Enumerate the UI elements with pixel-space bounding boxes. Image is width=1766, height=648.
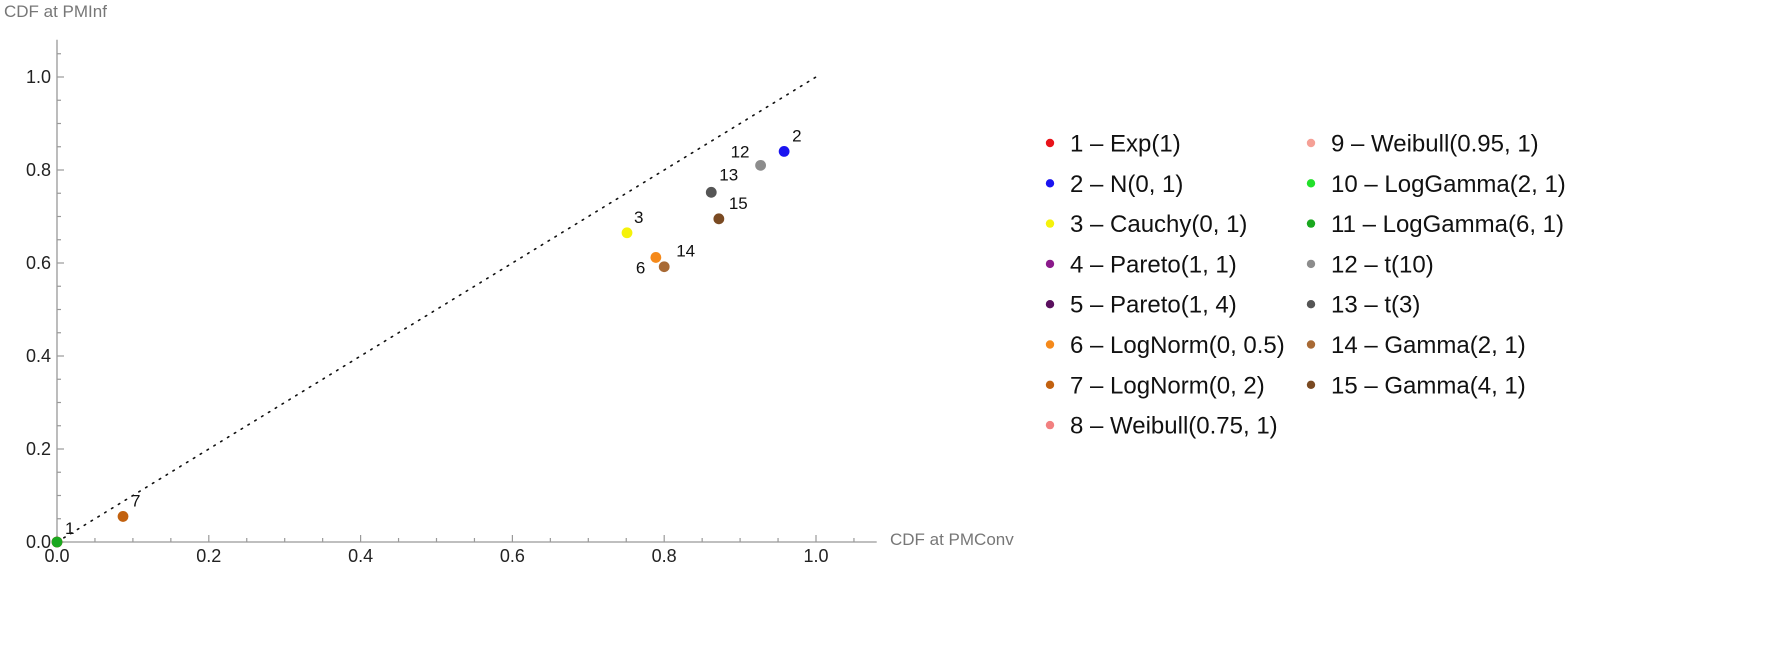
legend-marker-6 <box>1045 340 1055 349</box>
legend-entry-10: 10 – LogGamma(2, 1) <box>1331 171 1566 198</box>
data-point-3 <box>621 227 633 239</box>
legend-marker-10 <box>1306 179 1316 188</box>
point-label-13: 13 <box>719 165 738 184</box>
y-tick-label: 0.8 <box>26 160 51 180</box>
legend-entry-6: 6 – LogNorm(0, 0.5) <box>1070 332 1285 359</box>
legend-entry-13: 13 – t(3) <box>1331 292 1420 319</box>
y-axis-label: CDF at PMInf <box>4 2 107 21</box>
y-ticks: 0.0 0.2 0.4 0.6 0.8 1.0 <box>26 53 64 552</box>
y-tick-label: 0.6 <box>26 253 51 273</box>
legend-marker-7 <box>1045 380 1055 389</box>
legend-marker-2 <box>1045 179 1055 188</box>
x-tick-label: 0.2 <box>196 546 221 566</box>
x-tick-label: 0.0 <box>44 546 69 566</box>
legend-entry-5: 5 – Pareto(1, 4) <box>1070 292 1237 319</box>
legend-entry-12: 12 – t(10) <box>1331 251 1434 278</box>
legend-marker-9 <box>1306 138 1316 148</box>
point-label-1: 1 <box>65 519 74 538</box>
legend-entry-1: 1 – Exp(1) <box>1070 131 1181 158</box>
legend-entry-8: 8 – Weibull(0.75, 1) <box>1070 413 1278 440</box>
legend-marker-1 <box>1045 138 1055 148</box>
legend-marker-12 <box>1306 259 1316 269</box>
data-point-13 <box>705 186 717 198</box>
legend-marker-8 <box>1045 420 1055 430</box>
legend: 1 – Exp(1) 2 – N(0, 1) 3 – Cauchy(0, 1) 4 –… <box>1045 131 1566 440</box>
legend-entry-3: 3 – Cauchy(0, 1) <box>1070 211 1247 238</box>
data-point-6 <box>650 252 662 263</box>
data-point-7 <box>117 511 129 522</box>
x-axis-label: CDF at PMConv <box>890 530 1014 549</box>
data-point-2 <box>778 146 790 157</box>
legend-marker-14 <box>1306 340 1316 349</box>
legend-entry-11: 11 – LogGamma(6, 1) <box>1331 211 1564 238</box>
legend-entry-7: 7 – LogNorm(0, 2) <box>1070 372 1265 399</box>
legend-entry-14: 14 – Gamma(2, 1) <box>1331 332 1526 359</box>
legend-entry-4: 4 – Pareto(1, 1) <box>1070 251 1237 278</box>
data-point-14 <box>658 261 670 273</box>
y-tick-label: 0.4 <box>26 346 51 366</box>
x-tick-label: 1.0 <box>803 546 828 566</box>
x-tick-label: 0.6 <box>500 546 525 566</box>
legend-entry-9: 9 – Weibull(0.95, 1) <box>1331 131 1539 158</box>
data-point-11 <box>51 536 63 548</box>
point-label-7: 7 <box>131 491 140 510</box>
point-label-2: 2 <box>792 126 801 145</box>
y-tick-label: 1.0 <box>26 67 51 87</box>
data-point-12 <box>755 159 766 171</box>
y-tick-label: 0.0 <box>26 532 51 552</box>
legend-marker-4 <box>1045 259 1055 269</box>
point-label-12: 12 <box>731 142 750 161</box>
legend-marker-5 <box>1045 300 1055 309</box>
point-label-14: 14 <box>676 242 695 261</box>
x-tick-label: 0.8 <box>652 546 677 566</box>
legend-entry-2: 2 – N(0, 1) <box>1070 171 1183 198</box>
point-label-6: 6 <box>636 258 645 277</box>
data-point-15 <box>713 213 725 225</box>
legend-entry-15: 15 – Gamma(4, 1) <box>1331 372 1526 399</box>
x-ticks: 0.0 0.2 0.4 0.6 0.8 1.0 <box>44 535 855 566</box>
point-label-15: 15 <box>729 194 748 213</box>
legend-marker-11 <box>1306 219 1316 228</box>
y-tick-label: 0.2 <box>26 439 51 459</box>
diagonal-reference-line <box>56 76 817 543</box>
legend-marker-15 <box>1306 380 1316 389</box>
legend-marker-13 <box>1306 300 1316 309</box>
axes: 0.0 0.2 0.4 0.6 0.8 1.0 0.0 0.2 0.4 0.6 0.8 1.0 CD… <box>4 2 1014 566</box>
legend-marker-3 <box>1045 219 1055 228</box>
point-label-3: 3 <box>634 208 643 227</box>
x-tick-label: 0.4 <box>348 546 373 566</box>
